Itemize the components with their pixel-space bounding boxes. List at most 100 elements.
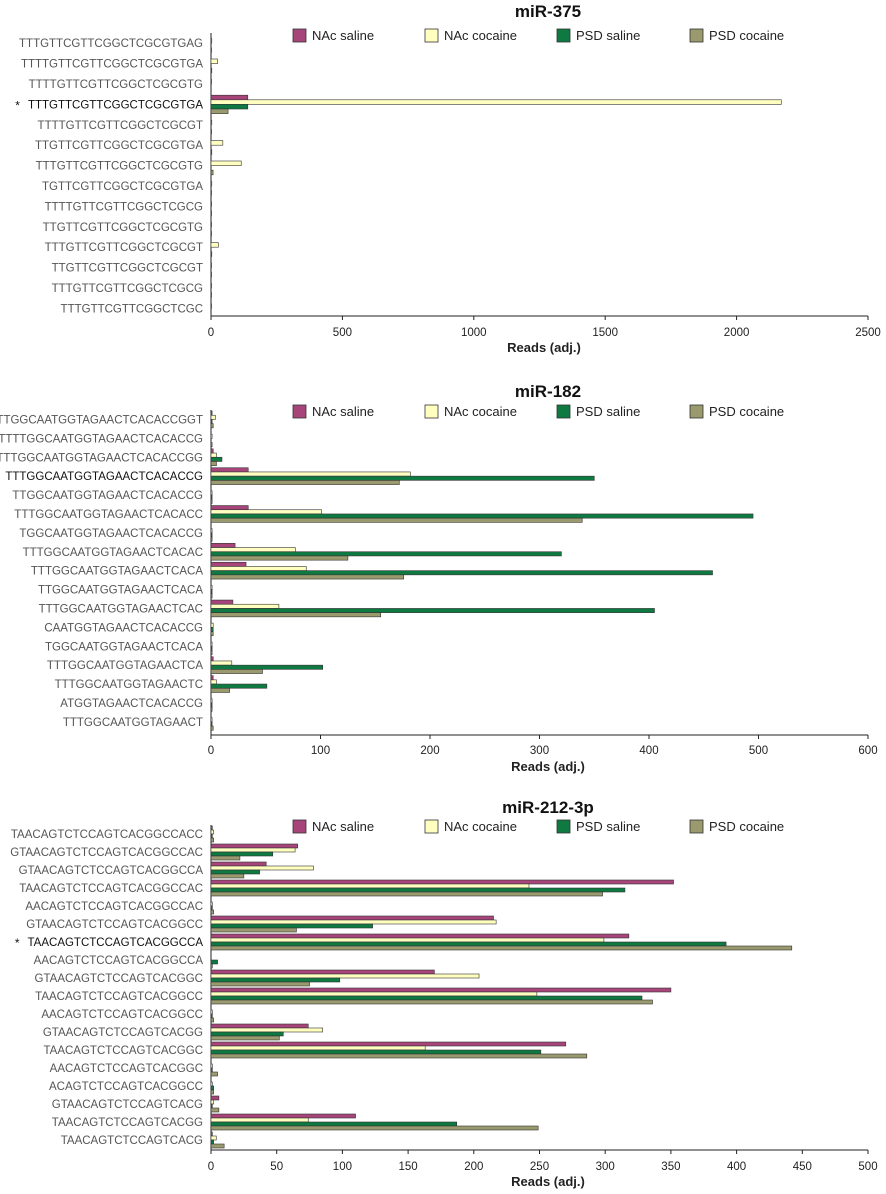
- bar: [210, 891, 603, 897]
- bar: [210, 660, 233, 666]
- x-tick-label: 600: [858, 745, 877, 757]
- bar: [210, 825, 213, 831]
- chart-3: miR-212-3p NAc saline NAc cocaine PSD salin…: [10, 798, 877, 1189]
- bar: [210, 923, 373, 929]
- legend-label: NAc saline: [312, 404, 374, 419]
- bar: [210, 251, 213, 257]
- category-label: TTTGTTCGTTCGGCTCGC: [61, 303, 203, 315]
- category-label: TTTGGCAATGGTAGAACTCAC: [39, 603, 203, 615]
- bar: [210, 865, 314, 871]
- bar: [210, 608, 655, 613]
- bar: [210, 1023, 309, 1029]
- bar: [210, 631, 214, 637]
- legend-swatch: [292, 404, 307, 419]
- legend-swatch: [556, 819, 571, 834]
- bar: [210, 547, 296, 553]
- x-tick-label: 500: [333, 327, 352, 339]
- x-axis-label: Reads (adj.): [511, 759, 585, 774]
- category-label: TAACAGTCTCCAGTCACG: [61, 1135, 203, 1147]
- chart-1: miR-375 NAc saline NAc cocaine PSD saline PS…: [15, 2, 881, 355]
- bar: [210, 1089, 214, 1095]
- legend-swatch: [556, 404, 571, 419]
- category-label: TTTGTTCGTTCGGCTCGCGT: [45, 242, 203, 254]
- x-tick-label: 500: [858, 1161, 877, 1173]
- bar: [210, 1121, 458, 1127]
- bar: [210, 833, 213, 839]
- category-label: TTTGTTCGTTCGGCTCGCGTGA: [28, 99, 203, 111]
- reference-marker: *: [15, 98, 20, 112]
- category-label: TTGTTCGTTCGGCTCGCGTGA: [35, 140, 203, 152]
- category-label: TAACAGTCTCCAGTCACGGCC: [35, 991, 203, 1003]
- bar: [210, 945, 793, 951]
- bar: [210, 423, 214, 429]
- legend-label: PSD saline: [576, 819, 640, 834]
- bar: [210, 837, 214, 843]
- bar: [210, 1095, 220, 1101]
- bar: [210, 1035, 280, 1041]
- bar: [210, 627, 214, 632]
- bar: [210, 901, 213, 907]
- bar: [210, 675, 214, 681]
- bar: [210, 160, 242, 166]
- legend-swatch: [292, 28, 307, 43]
- category-label: ACAGTCTCCAGTCACGGCC: [49, 1081, 203, 1093]
- x-tick-label: 350: [661, 1161, 680, 1173]
- bar: [210, 303, 212, 309]
- bar: [210, 517, 583, 523]
- bar: [210, 1063, 213, 1069]
- bar: [210, 201, 212, 207]
- x-tick-label: 250: [530, 1161, 549, 1173]
- bar: [210, 1085, 214, 1091]
- legend-label: PSD cocaine: [709, 28, 784, 43]
- bar: [210, 129, 212, 135]
- bar: [210, 528, 213, 534]
- bar: [210, 419, 213, 424]
- category-label: TTGTTCGTTCGGCTCGCGTG: [43, 222, 203, 234]
- bar: [210, 452, 217, 458]
- x-tick-label: 150: [399, 1161, 418, 1173]
- bar: [210, 869, 260, 875]
- legend-label: NAc saline: [312, 28, 374, 43]
- legend-swatch: [424, 819, 439, 834]
- bar: [210, 1125, 539, 1131]
- legend-label: NAc cocaine: [444, 28, 517, 43]
- category-label: TAACAGTCTCCAGTCACGGCCA: [28, 937, 204, 949]
- bar: [210, 1113, 356, 1119]
- bar: [210, 585, 213, 590]
- bar: [210, 94, 249, 101]
- bar: [210, 181, 213, 187]
- x-tick-label: 450: [793, 1161, 812, 1173]
- bar: [210, 505, 249, 511]
- bar: [210, 656, 214, 662]
- bar: [210, 706, 213, 712]
- bar: [210, 973, 480, 979]
- bar: [210, 442, 213, 448]
- bar: [210, 915, 494, 921]
- x-axis-label: Reads (adj.): [507, 340, 581, 355]
- legend-swatch: [292, 819, 307, 834]
- bar: [210, 1045, 426, 1051]
- bar: [210, 683, 268, 689]
- bar: [210, 456, 223, 462]
- x-tick-label: 50: [270, 1161, 283, 1173]
- legend-label: NAc cocaine: [444, 819, 517, 834]
- bar: [210, 262, 212, 268]
- bar: [210, 1131, 213, 1137]
- category-label: GTAACAGTCTCCAGTCACGGCCAC: [10, 847, 203, 859]
- bar: [210, 210, 212, 216]
- bar: [210, 140, 224, 146]
- x-tick-label: 200: [464, 1161, 483, 1173]
- category-label: TAACAGTCTCCAGTCACGG: [52, 1117, 203, 1129]
- bar: [210, 1041, 567, 1047]
- x-tick-label: 200: [420, 745, 439, 757]
- category-label: GTAACAGTCTCCAGTCACGGCCA: [19, 865, 204, 877]
- bar: [210, 561, 247, 567]
- category-label: TGGCAATGGTAGAACTCACACCG: [19, 528, 203, 540]
- bar: [210, 664, 323, 670]
- bar: [210, 959, 218, 965]
- bar: [210, 847, 296, 853]
- bar: [210, 933, 630, 939]
- bar: [210, 879, 674, 885]
- bar: [210, 448, 214, 454]
- bar: [210, 574, 405, 580]
